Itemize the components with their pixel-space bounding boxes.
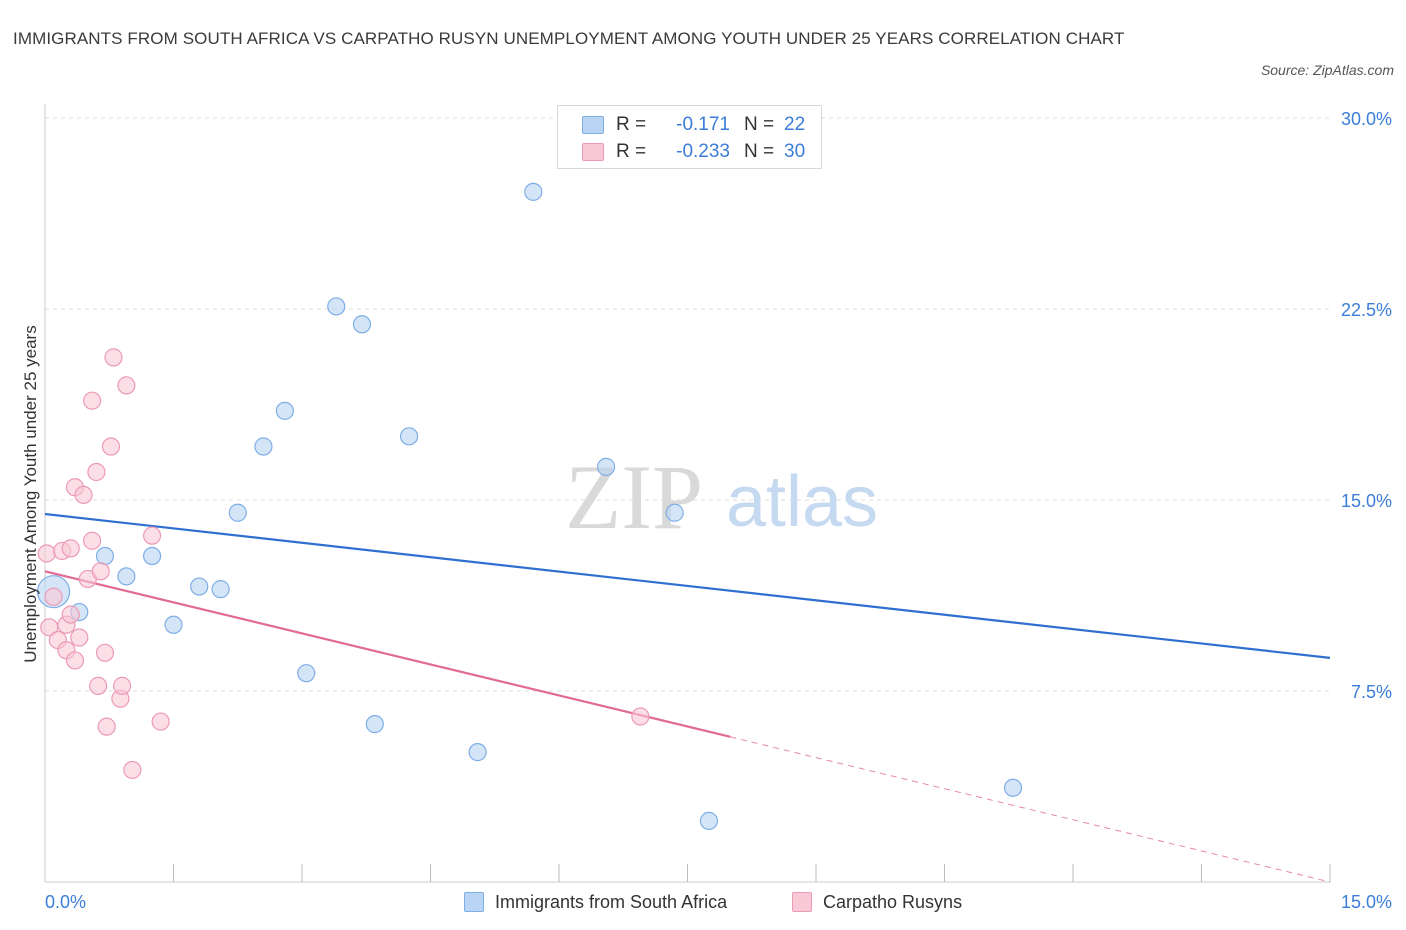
y-tick-label: 7.5% bbox=[1351, 682, 1392, 702]
data-point-south-africa bbox=[597, 457, 616, 476]
x-tick-label: 0.0% bbox=[45, 892, 86, 912]
data-point-carpatho-rusyns bbox=[117, 376, 136, 395]
data-point-carpatho-rusyns bbox=[631, 707, 650, 726]
data-point-carpatho-rusyns bbox=[65, 651, 85, 670]
bottom-legend-label: Carpatho Rusyns bbox=[823, 891, 963, 912]
data-point-south-africa bbox=[1003, 778, 1023, 797]
data-point-carpatho-rusyns bbox=[95, 643, 115, 662]
data-point-south-africa bbox=[164, 615, 183, 634]
legend-r-label: R = bbox=[616, 114, 647, 135]
data-point-carpatho-rusyns bbox=[74, 485, 93, 505]
data-point-south-africa bbox=[665, 503, 684, 522]
data-point-carpatho-rusyns bbox=[142, 526, 162, 545]
data-point-south-africa bbox=[95, 546, 115, 566]
data-point-south-africa bbox=[297, 664, 316, 683]
data-point-carpatho-rusyns bbox=[61, 605, 80, 624]
data-point-carpatho-rusyns bbox=[44, 587, 63, 606]
legend-r-value: -0.233 bbox=[676, 141, 730, 162]
watermark-zip: ZIP bbox=[565, 446, 703, 548]
bottom-legend-swatch-blue bbox=[464, 892, 484, 912]
gridlines bbox=[45, 117, 1330, 692]
data-point-south-africa bbox=[254, 437, 273, 456]
data-point-carpatho-rusyns bbox=[91, 562, 110, 581]
trend-line-carpatho-rusyns bbox=[44, 570, 731, 738]
data-point-south-africa bbox=[327, 297, 346, 316]
trend-line-south-africa bbox=[44, 512, 1331, 659]
bottom-legend-label: Immigrants from South Africa bbox=[495, 891, 728, 912]
data-point-carpatho-rusyns bbox=[61, 539, 80, 558]
chart-title: IMMIGRANTS FROM SOUTH AFRICA VS CARPATHO… bbox=[13, 29, 1125, 48]
x-tick-label: 15.0% bbox=[1341, 892, 1392, 912]
watermark: ZIP atlas bbox=[565, 446, 878, 548]
legend-n-value: 30 bbox=[784, 141, 806, 162]
data-point-carpatho-rusyns bbox=[104, 348, 123, 367]
data-point-south-africa bbox=[117, 567, 136, 586]
data-point-carpatho-rusyns bbox=[83, 531, 102, 550]
data-point-south-africa bbox=[524, 182, 543, 201]
data-point-south-africa bbox=[468, 743, 487, 762]
legend-r-label: R = bbox=[616, 141, 647, 162]
source-label: Source: ZipAtlas.com bbox=[1260, 62, 1394, 78]
trend-line-carpatho-rusyns-extension bbox=[730, 736, 1331, 883]
data-point-carpatho-rusyns bbox=[112, 676, 132, 696]
data-point-south-africa bbox=[211, 580, 230, 599]
data-point-south-africa bbox=[190, 577, 209, 596]
tick-labels: 7.5% 15.0% 22.5% 30.0% 0.0% 15.0% bbox=[45, 109, 1392, 912]
y-tick-label: 22.5% bbox=[1341, 300, 1392, 320]
data-point-carpatho-rusyns bbox=[37, 544, 56, 563]
legend-row-south-africa: R = -0.171 N = 22 bbox=[582, 112, 805, 138]
data-point-carpatho-rusyns bbox=[70, 628, 89, 647]
data-point-carpatho-rusyns bbox=[97, 717, 116, 736]
data-point-carpatho-rusyns bbox=[89, 676, 108, 696]
data-point-south-africa bbox=[228, 503, 247, 522]
bottom-legend-swatch-pink bbox=[792, 892, 812, 912]
data-point-south-africa bbox=[275, 401, 294, 420]
y-tick-label: 15.0% bbox=[1341, 491, 1392, 511]
legend-r-value: -0.171 bbox=[676, 114, 730, 135]
bottom-legend-south-africa: Immigrants from South Africa bbox=[464, 890, 727, 914]
legend-swatch-pink bbox=[582, 143, 604, 161]
legend-swatch-blue bbox=[582, 116, 604, 134]
data-point-south-africa bbox=[352, 315, 372, 334]
legend-n-value: 22 bbox=[784, 114, 806, 135]
data-point-carpatho-rusyns bbox=[123, 760, 142, 780]
watermark-atlas: atlas bbox=[726, 462, 878, 542]
data-point-south-africa bbox=[699, 811, 719, 830]
data-point-south-africa bbox=[365, 715, 384, 734]
legend-row-carpatho-rusyns: R = -0.233 N = 30 bbox=[582, 139, 805, 165]
trend-lines bbox=[44, 512, 1331, 883]
data-point-carpatho-rusyns bbox=[87, 462, 106, 482]
y-tick-label: 30.0% bbox=[1341, 109, 1392, 129]
legend-n-label: N = bbox=[744, 141, 775, 162]
y-axis-label: Unemployment Among Youth under 25 years bbox=[21, 325, 40, 662]
data-point-carpatho-rusyns bbox=[151, 712, 170, 731]
data-point-south-africa bbox=[399, 427, 419, 446]
axes bbox=[44, 104, 1331, 883]
legend: R = -0.171 N = 22 R = -0.233 N = 30 bbox=[557, 105, 822, 169]
data-point-south-africa bbox=[142, 546, 162, 566]
data-point-carpatho-rusyns bbox=[101, 437, 121, 456]
data-point-carpatho-rusyns bbox=[83, 391, 102, 410]
bottom-legend-carpatho-rusyns: Carpatho Rusyns bbox=[792, 890, 962, 914]
legend-n-label: N = bbox=[744, 114, 775, 135]
data-points bbox=[36, 182, 1023, 830]
